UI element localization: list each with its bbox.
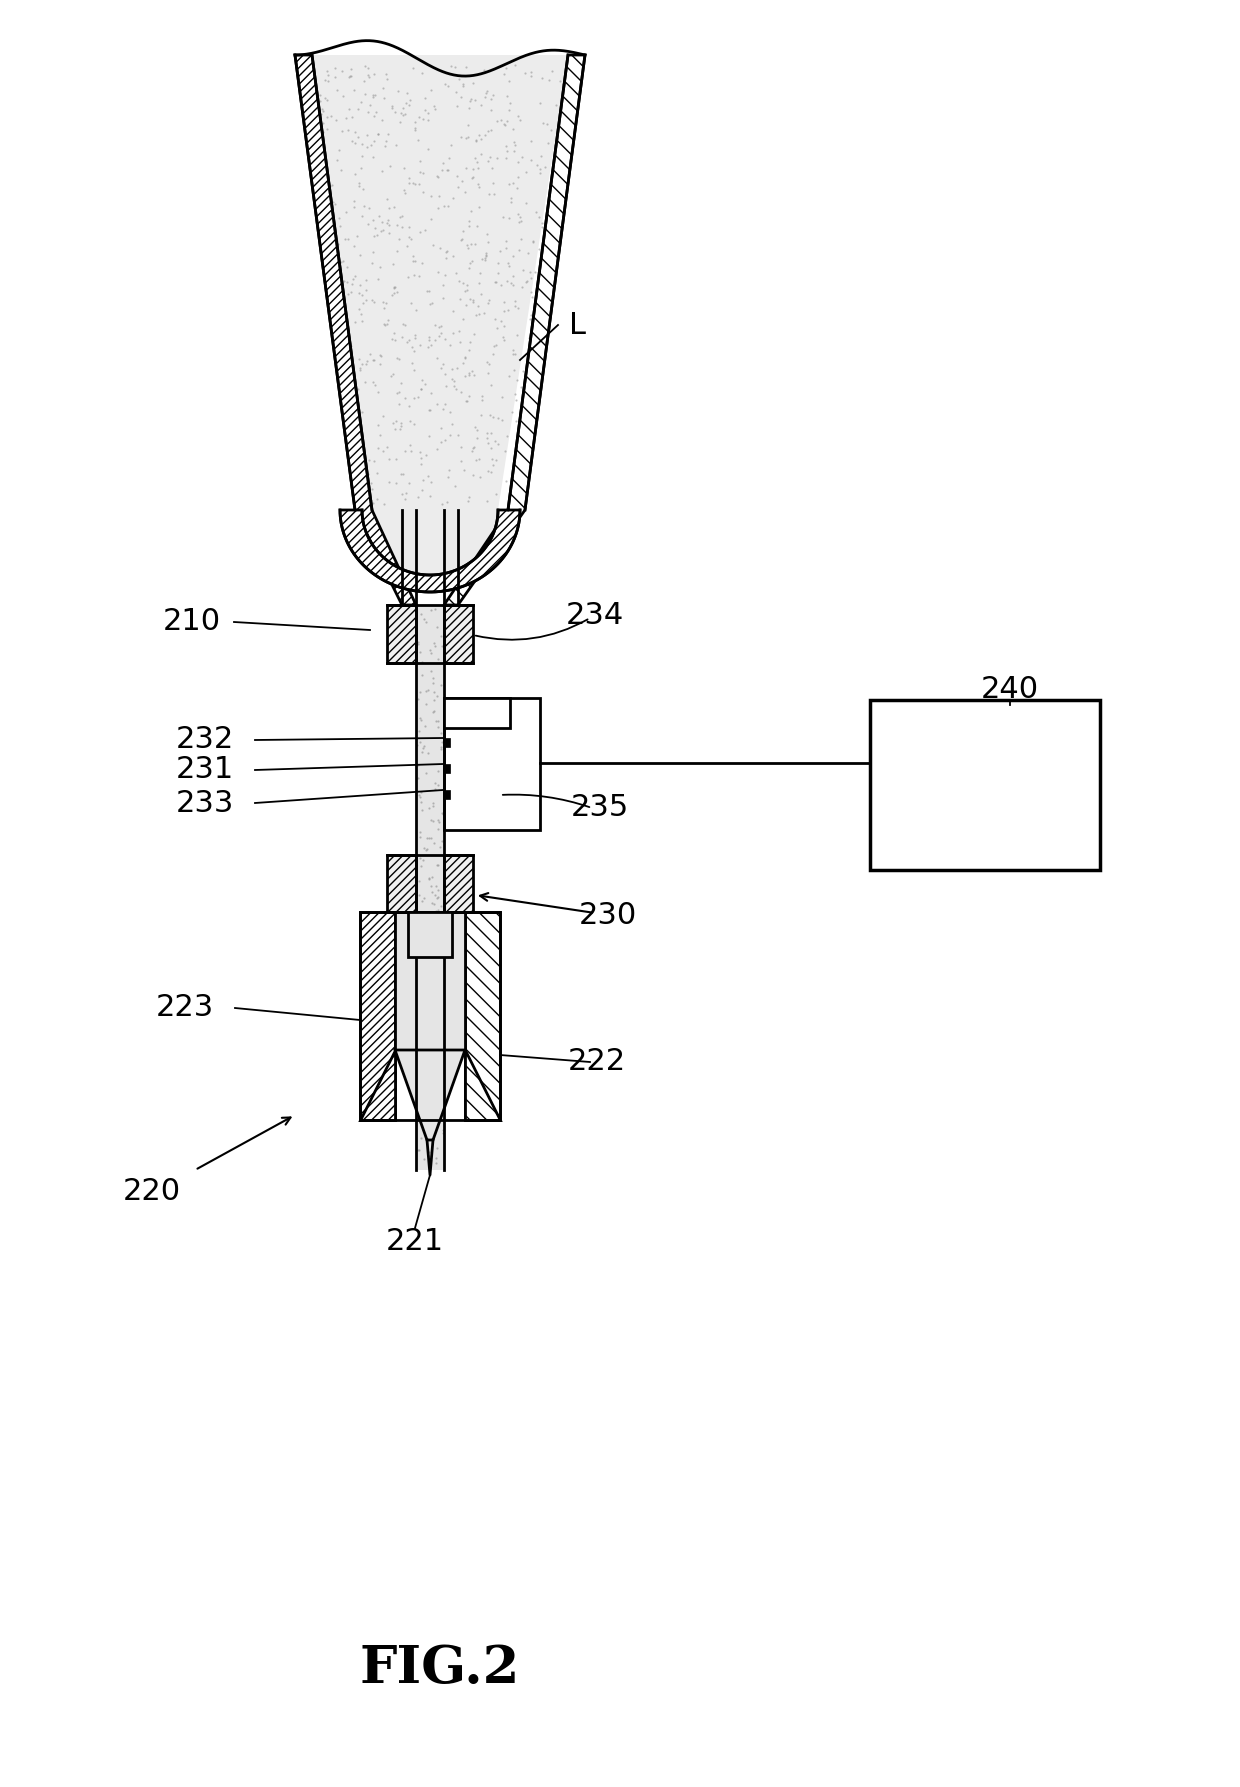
Text: 222: 222 [568,1047,626,1076]
Polygon shape [340,509,520,591]
Polygon shape [444,55,585,606]
Bar [387,606,415,663]
Bar [870,701,1100,870]
Text: 231: 231 [176,756,234,784]
Text: FIG.2: FIG.2 [360,1642,521,1694]
Polygon shape [465,911,500,1120]
Bar [396,911,465,1051]
Text: 230: 230 [579,901,637,931]
Polygon shape [360,911,396,1120]
Polygon shape [396,1051,465,1140]
Bar [444,606,472,663]
Bar [443,738,450,747]
Bar [444,699,510,727]
Polygon shape [360,1051,396,1120]
Polygon shape [465,1051,500,1120]
Bar [415,606,444,1170]
Text: 210: 210 [162,608,221,636]
Bar [443,790,450,799]
Text: 223: 223 [156,994,215,1022]
Text: 234: 234 [565,600,624,629]
Text: 221: 221 [386,1228,444,1256]
Polygon shape [295,55,415,606]
Bar [360,911,500,1120]
Text: L: L [569,311,587,340]
Text: 232: 232 [176,726,234,754]
Bar [408,911,453,958]
Text: 220: 220 [123,1178,181,1206]
Bar [444,854,472,911]
Polygon shape [312,55,568,575]
Bar [444,699,539,829]
Text: 235: 235 [570,793,629,822]
Text: 240: 240 [981,675,1039,704]
Bar [443,765,450,774]
Bar [387,854,415,911]
Text: 233: 233 [176,788,234,817]
